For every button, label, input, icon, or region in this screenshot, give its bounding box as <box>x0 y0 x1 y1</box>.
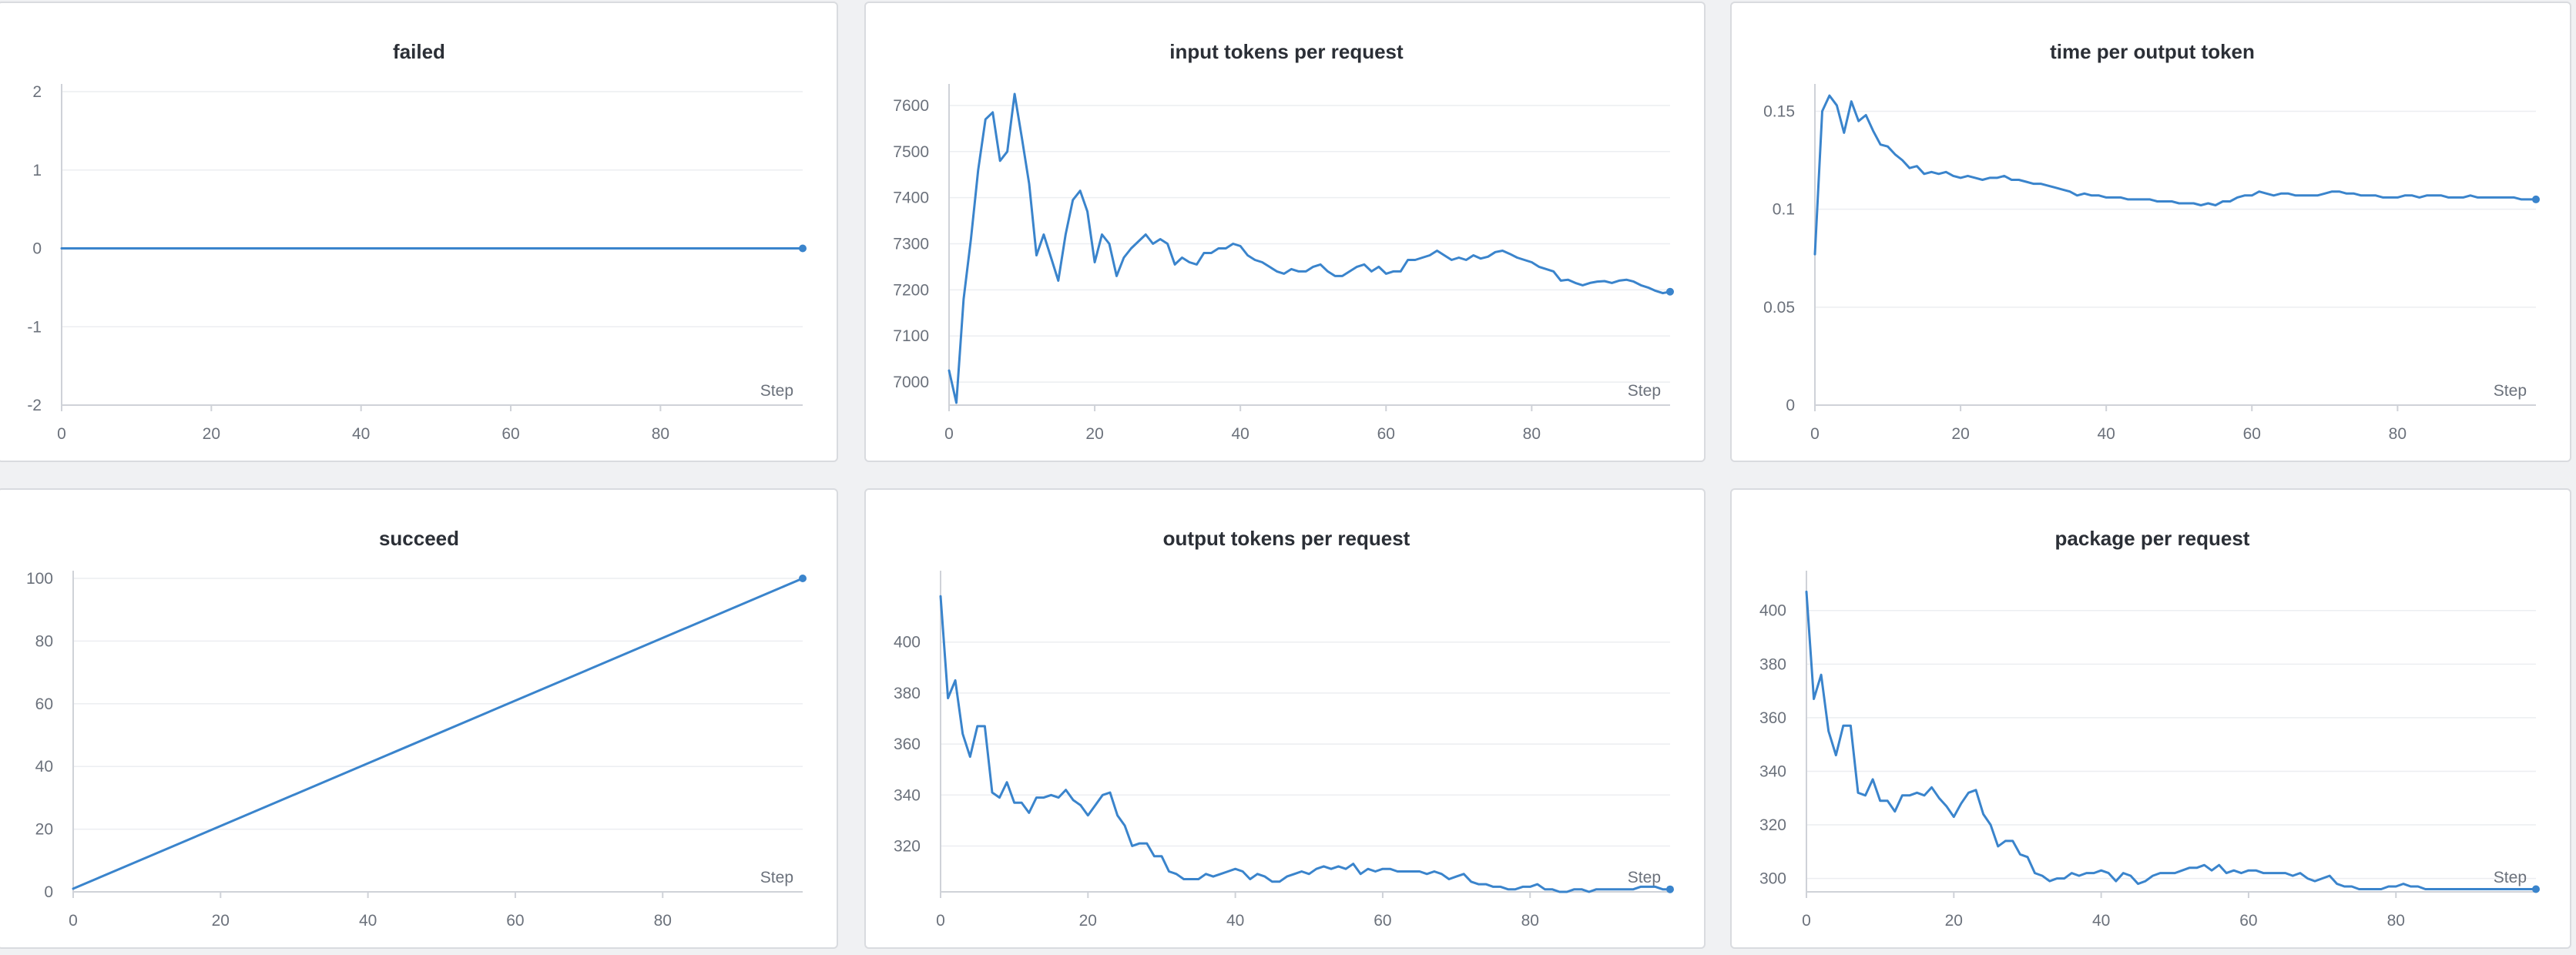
panel-failed[interactable]: failed -2 -1 0 1 2 0 20 40 60 80 Step <box>0 2 838 462</box>
y-tick-label: 380 <box>1759 655 1786 673</box>
x-tick-label: 0 <box>1810 425 1820 443</box>
y-tick-label: 360 <box>1759 709 1786 727</box>
x-tick-label: 60 <box>1377 425 1395 443</box>
x-axis-label: Step <box>1628 382 1661 400</box>
y-tick-label: 7200 <box>893 281 929 299</box>
panel-input-tokens-per-request[interactable]: input tokens per request 7000 7100 7200 7300… <box>864 2 1706 462</box>
y-tick-label: 7500 <box>893 143 929 161</box>
x-axis-label: Step <box>2494 869 2527 886</box>
last-point-marker <box>1666 287 1674 296</box>
x-tick-label: 40 <box>352 425 370 443</box>
series-line <box>1813 94 2537 256</box>
y-tick-label: 60 <box>35 695 53 713</box>
x-axis-label: Step <box>1628 869 1661 886</box>
x-tick-label: 40 <box>1226 912 1244 930</box>
series-line <box>1805 590 2537 890</box>
y-tick-label: 7100 <box>893 327 929 345</box>
x-tick-label: 0 <box>936 912 945 930</box>
chart-title: succeed <box>379 527 459 550</box>
x-tick-label: 80 <box>652 425 669 443</box>
y-tick-label: 400 <box>894 634 921 652</box>
x-axis-label: Step <box>2494 382 2527 400</box>
chart-title: failed <box>393 40 445 63</box>
last-point-marker <box>1666 885 1674 893</box>
chart-title: input tokens per request <box>1169 40 1404 63</box>
y-tick-label: 0 <box>44 883 53 901</box>
y-tick-label: 40 <box>35 758 53 776</box>
x-tick-label: 0 <box>944 425 954 443</box>
x-tick-label: 60 <box>2239 912 2257 930</box>
series-line <box>72 577 804 890</box>
x-tick-label: 20 <box>203 425 220 443</box>
y-tick-label: 7000 <box>893 374 929 391</box>
y-tick-label: 0 <box>1786 397 1795 414</box>
x-tick-label: 40 <box>2098 425 2115 443</box>
panel-succeed[interactable]: succeed 0 20 40 60 80 100 0 20 40 60 80 Step <box>0 488 838 949</box>
y-tick-label: 7600 <box>893 97 929 115</box>
last-point-marker <box>799 575 807 582</box>
y-tick-label: 360 <box>894 736 921 753</box>
output-tokens-per-request-chart: output tokens per request320340360380400… <box>894 527 1674 930</box>
panel-time-per-output-token[interactable]: time per output token 0 0.05 0.1 0.15 0 20 40 60… <box>1730 2 2571 462</box>
y-tick-label: 340 <box>894 786 921 804</box>
y-tick-label: 300 <box>1759 870 1786 888</box>
x-tick-label: 60 <box>1374 912 1391 930</box>
y-tick-label: 20 <box>35 821 53 839</box>
panel-output-tokens-per-request[interactable]: output tokens per request 320 340 360 380 400… <box>864 488 1706 949</box>
x-tick-label: 20 <box>1079 912 1097 930</box>
x-tick-label: 40 <box>359 912 377 930</box>
y-tick-label: 0 <box>32 240 42 258</box>
last-point-marker <box>2532 195 2540 203</box>
y-tick-label: -2 <box>27 397 42 414</box>
x-axis-label: Step <box>760 382 793 400</box>
y-tick-label: 80 <box>35 632 53 650</box>
x-tick-label: 20 <box>212 912 230 930</box>
x-tick-label: 80 <box>654 912 672 930</box>
x-tick-label: 20 <box>1951 425 1969 443</box>
x-tick-label: 0 <box>1802 912 1811 930</box>
y-tick-label: -1 <box>27 318 42 336</box>
succeed-chart: succeed 0 20 40 60 80 100 0 20 40 60 80 Step <box>26 527 807 930</box>
series-line <box>939 595 1672 893</box>
y-tick-label: 1 <box>32 162 42 179</box>
y-tick-label: 0.05 <box>1763 299 1795 317</box>
x-tick-label: 40 <box>2092 912 2110 930</box>
y-tick-label: 100 <box>26 570 53 588</box>
y-tick-label: 320 <box>894 837 921 855</box>
x-tick-label: 0 <box>69 912 78 930</box>
y-tick-label: 320 <box>1759 816 1786 834</box>
chart-title: time per output token <box>2050 40 2255 63</box>
y-tick-label: 380 <box>894 685 921 702</box>
y-tick-label: 340 <box>1759 762 1786 780</box>
x-tick-label: 60 <box>501 425 519 443</box>
y-tick-label: 0.15 <box>1763 102 1795 120</box>
time-per-output-token-chart: time per output token 0 0.05 0.1 0.15 0 20 40 60… <box>1763 40 2540 443</box>
y-tick-label: 400 <box>1759 602 1786 620</box>
last-point-marker <box>799 244 807 253</box>
x-tick-label: 80 <box>2389 425 2407 443</box>
y-tick-label: 0.1 <box>1773 201 1795 219</box>
package-per-request-chart: package per request 300 320 340 360 380 400 0 20… <box>1759 527 2540 930</box>
x-tick-label: 80 <box>1521 912 1539 930</box>
chart-title: package per request <box>2055 527 2250 550</box>
x-tick-label: 60 <box>2243 425 2261 443</box>
series-line <box>948 92 1672 404</box>
y-tick-label: 7400 <box>893 189 929 207</box>
y-tick-label: 7300 <box>893 236 929 253</box>
panel-package-per-request[interactable]: package per request 300 320 340 360 380 400 0 20… <box>1730 488 2571 949</box>
x-tick-label: 60 <box>506 912 524 930</box>
x-tick-label: 80 <box>2387 912 2405 930</box>
y-tick-label: 2 <box>32 83 42 101</box>
x-tick-label: 80 <box>1523 425 1541 443</box>
x-axis-label: Step <box>760 869 793 886</box>
chart-title: output tokens per request <box>1163 527 1410 550</box>
x-tick-label: 20 <box>1085 425 1103 443</box>
x-tick-label: 40 <box>1232 425 1249 443</box>
x-tick-label: 0 <box>57 425 66 443</box>
input-tokens-per-request-chart: input tokens per request 7000 7100 7200 7300… <box>893 40 1674 443</box>
x-tick-label: 20 <box>1945 912 1963 930</box>
last-point-marker <box>2532 885 2540 893</box>
